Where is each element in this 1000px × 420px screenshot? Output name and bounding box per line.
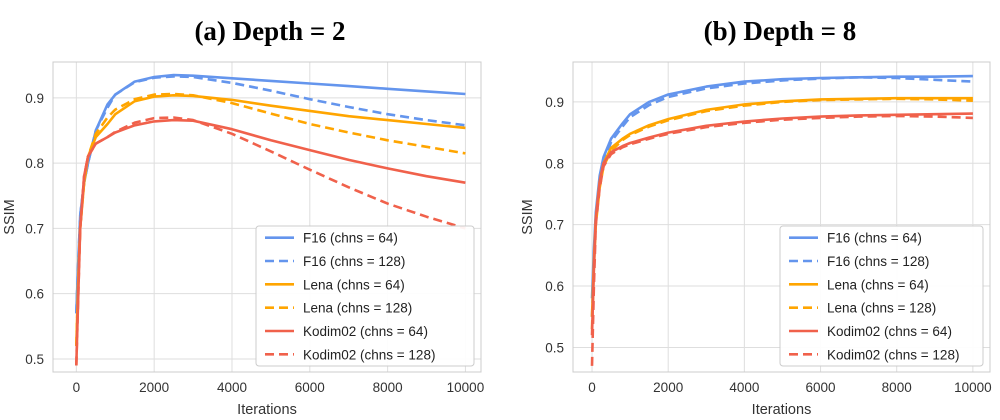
y-axis-label: SSIM: [520, 199, 536, 234]
legend-label: Lena (chns = 128): [303, 301, 412, 316]
y-tick-label: 0.8: [545, 156, 564, 171]
x-tick-label: 6000: [295, 380, 325, 395]
y-tick-label: 0.9: [25, 91, 44, 106]
legend-label: Kodim02 (chns = 64): [303, 324, 428, 339]
x-tick-label: 4000: [217, 380, 247, 395]
x-tick-label: 10000: [447, 380, 485, 395]
x-tick-label: 2000: [653, 380, 683, 395]
y-tick-label: 0.5: [545, 340, 564, 355]
y-tick-label: 0.5: [25, 352, 44, 367]
legend: F16 (chns = 64) F16 (chns = 128) Lena (chn…: [255, 225, 475, 367]
chart-panel-depth-2: (a) Depth = 2 0 2000 4000 6000 8000 10000 0.5 0.…: [2, 16, 484, 418]
chart-panel-depth-8: (b) Depth = 8 0 2000 4000 6000 8000 10000 0.5 0.…: [520, 16, 992, 418]
y-tick-label: 0.7: [25, 221, 44, 236]
legend-box: [255, 225, 475, 367]
series-line-5: [590, 114, 973, 366]
plot-frame: [52, 61, 482, 373]
legend-label: Kodim02 (chns = 128): [827, 347, 959, 362]
x-axis-label: Iterations: [752, 402, 812, 418]
y-tick-label: 0.7: [545, 218, 564, 233]
chart-title: (a) Depth = 2: [194, 16, 345, 46]
legend-label: F16 (chns = 128): [827, 254, 929, 269]
legend-label: Kodim02 (chns = 64): [827, 324, 952, 339]
x-tick-label: 10000: [954, 380, 992, 395]
x-tick-label: 8000: [373, 380, 403, 395]
legend-label: Lena (chns = 64): [303, 277, 405, 292]
legend-label: F16 (chns = 128): [303, 254, 405, 269]
legend-label: F16 (chns = 64): [827, 231, 922, 246]
y-tick-label: 0.6: [25, 287, 44, 302]
legend-label: Kodim02 (chns = 128): [303, 347, 435, 362]
y-tick-label: 0.9: [545, 95, 564, 110]
x-tick-label: 8000: [882, 380, 912, 395]
plot-frame: [572, 61, 991, 373]
y-tick-label: 0.6: [545, 279, 564, 294]
x-tick-label: 0: [588, 380, 596, 395]
x-tick-label: 4000: [729, 380, 759, 395]
x-tick-label: 0: [73, 380, 81, 395]
legend-label: Lena (chns = 64): [827, 277, 929, 292]
legend: F16 (chns = 64) F16 (chns = 128) Lena (chn…: [779, 225, 984, 367]
legend-box: [779, 225, 984, 367]
y-axis-label: SSIM: [2, 199, 18, 234]
legend-label: Lena (chns = 128): [827, 301, 936, 316]
x-axis-label: Iterations: [237, 402, 297, 418]
legend-label: F16 (chns = 64): [303, 231, 398, 246]
x-tick-label: 6000: [806, 380, 836, 395]
series-line-3: [75, 92, 466, 346]
y-tick-label: 0.8: [25, 156, 44, 171]
series-line-5: [75, 116, 466, 366]
chart-title: (b) Depth = 8: [704, 16, 857, 46]
x-tick-label: 2000: [139, 380, 169, 395]
